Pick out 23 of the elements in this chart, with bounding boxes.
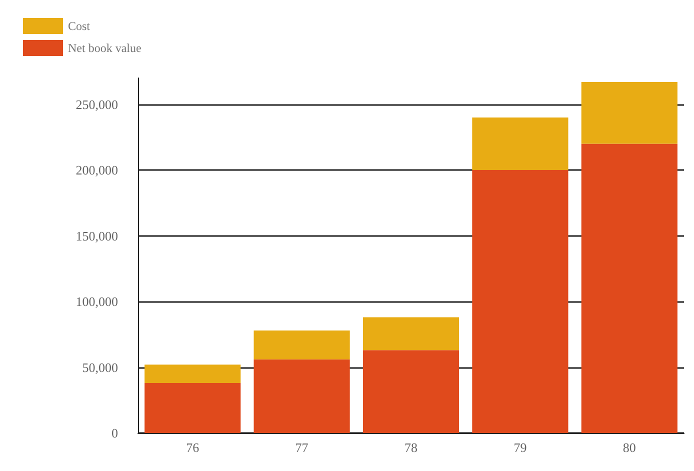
legend-label: Net book value [68,41,142,55]
bar [362,350,460,433]
bar [144,364,241,384]
y-tick-label: 100,000 [76,294,118,310]
bar [581,82,678,144]
bar [472,170,568,433]
bar [472,117,568,170]
bar [254,330,350,360]
y-tick-label: 0 [112,426,118,440]
y-tick-label: 250,000 [76,96,118,112]
x-tick-label: 76 [186,440,200,455]
bar [254,359,350,433]
legend-label: Cost [68,19,91,33]
x-tick-label: 80 [622,440,636,455]
x-tick-label: 77 [295,440,309,455]
x-tick-label: 78 [404,440,418,455]
y-tick-label: 50,000 [82,360,118,375]
bar [362,317,460,350]
y-tick-label: 200,000 [76,162,118,178]
x-tick-label: 79 [514,440,527,455]
bar [144,383,241,433]
y-tick-label: 150,000 [76,228,118,244]
bar [581,144,678,433]
